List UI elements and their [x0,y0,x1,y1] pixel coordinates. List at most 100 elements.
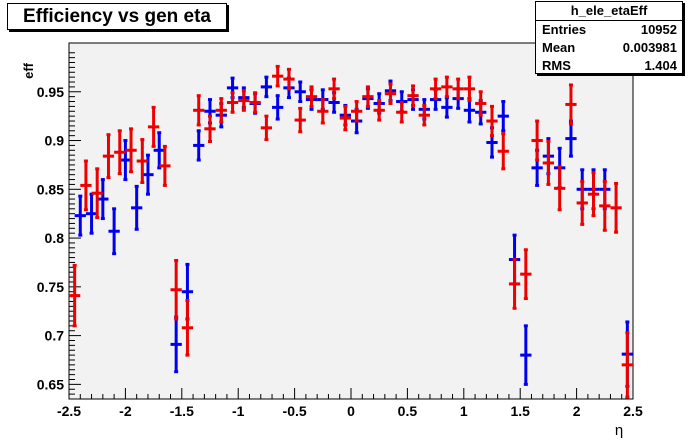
x-tick-label: 0.5 [398,403,418,419]
stats-row-mean: Mean 0.003981 [542,39,677,56]
plot-border [68,42,634,400]
data-point-series-2 [147,105,160,148]
data-point-series-1 [119,139,132,182]
stats-value: 0.003981 [622,40,677,55]
stats-label: Entries [542,22,587,37]
x-axis-label: η [615,422,623,439]
data-point-series-2 [610,181,622,234]
data-point-series-2 [373,99,385,122]
data-point-series-2 [565,83,577,126]
data-point-series-1 [97,178,109,221]
stats-row-entries: Entries 10952 [542,21,677,38]
stats-box: h_ele_etaEff Entries 10952 Mean 0.003981… [535,1,683,74]
y-axis-label: eff [21,62,36,79]
data-point-series-2 [441,75,453,99]
y-tick-label: 0.7 [45,328,65,344]
data-point-series-2 [396,100,408,124]
y-tick-label: 0.9 [45,133,65,149]
stats-row-rms: RMS 1.404 [542,57,677,74]
data-point-series-2 [80,159,92,212]
data-point-series-1 [260,75,273,99]
data-point-series-2 [226,91,239,114]
data-point-series-2 [317,98,329,125]
data-point-series-2 [554,165,566,212]
data-point-series-2 [114,129,126,176]
y-tick-label: 0.95 [37,84,64,100]
data-point-series-2 [170,259,182,321]
data-point-series-1 [85,192,98,235]
data-point-series-1 [153,131,165,170]
data-point-series-2 [238,89,250,112]
stats-label: RMS [542,58,571,73]
x-tick-label: -2 [119,403,132,419]
data-point-series-2 [272,64,284,88]
data-point-series-1 [74,194,86,237]
stats-histogram-name: h_ele_etaEff [536,2,682,21]
data-point-series-1 [463,97,476,124]
y-tick-label: 0.75 [37,279,64,295]
data-point-series-2 [328,77,340,101]
data-point-series-1 [497,100,509,133]
data-point-series-2 [362,85,374,108]
data-point-series-2 [193,94,205,127]
stats-value: 10952 [640,22,677,37]
data-point-series-2 [305,85,318,108]
data-point-series-2 [159,144,171,187]
data-point-series-2 [463,75,476,103]
stats-label: Mean [542,40,576,55]
data-point-series-2 [587,171,600,218]
data-point-series-1 [108,207,120,256]
data-point-series-2 [475,90,487,117]
data-point-series-2 [520,248,532,301]
data-point-series-2 [497,132,509,171]
data-point-series-1 [170,315,182,374]
x-tick-label: -0.5 [283,403,307,419]
y-tick-label: 0.85 [37,181,64,197]
data-point-series-1 [441,96,453,119]
data-point-series-2 [407,84,419,107]
y-tick-label: 0.8 [45,230,65,246]
data-point-series-2 [576,179,588,226]
data-point-series-1 [193,129,205,162]
y-tick-label: 0.65 [37,376,64,392]
data-point-series-2 [204,114,216,144]
data-point-series-2 [452,77,464,101]
data-point-series-2 [283,67,295,91]
data-point-series-2 [339,104,351,132]
data-point-series-1 [272,94,284,121]
data-point-series-2 [294,106,306,134]
data-point-series-2 [621,331,633,399]
data-point-series-1 [131,184,143,231]
data-point-series-2 [215,97,227,124]
data-point-series-2 [260,114,273,142]
x-tick-label: -1.5 [170,403,194,419]
title-box: Efficiency vs gen eta [7,3,227,30]
x-tick-label: -1 [232,403,245,419]
data-point-series-2 [486,104,498,138]
data-point-series-2 [384,82,397,105]
data-point-series-2 [508,258,521,310]
data-point-series-2 [429,77,442,101]
data-point-series-2 [542,140,555,186]
data-point-series-2 [599,179,611,232]
plot-frame [69,43,633,399]
data-point-series-2 [91,167,103,220]
data-point-series-1 [520,324,532,386]
data-point-series-2 [102,133,115,180]
x-tick-label: 0 [347,403,355,419]
stats-value: 1.404 [644,58,677,73]
data-point-series-2 [531,119,543,162]
x-tick-label: -2.5 [57,403,81,419]
data-point-series-1 [294,80,306,104]
data-point-series-2 [418,103,430,127]
data-point-series-2 [181,298,194,357]
data-point-series-2 [125,127,137,174]
chart-title: Efficiency vs gen eta [23,6,211,27]
x-tick-label: 1.5 [510,403,530,419]
data-point-series-2 [249,91,261,114]
data-point-series-1 [565,119,577,158]
x-tick-label: 1 [460,403,468,419]
x-tick-label: 2 [573,403,581,419]
